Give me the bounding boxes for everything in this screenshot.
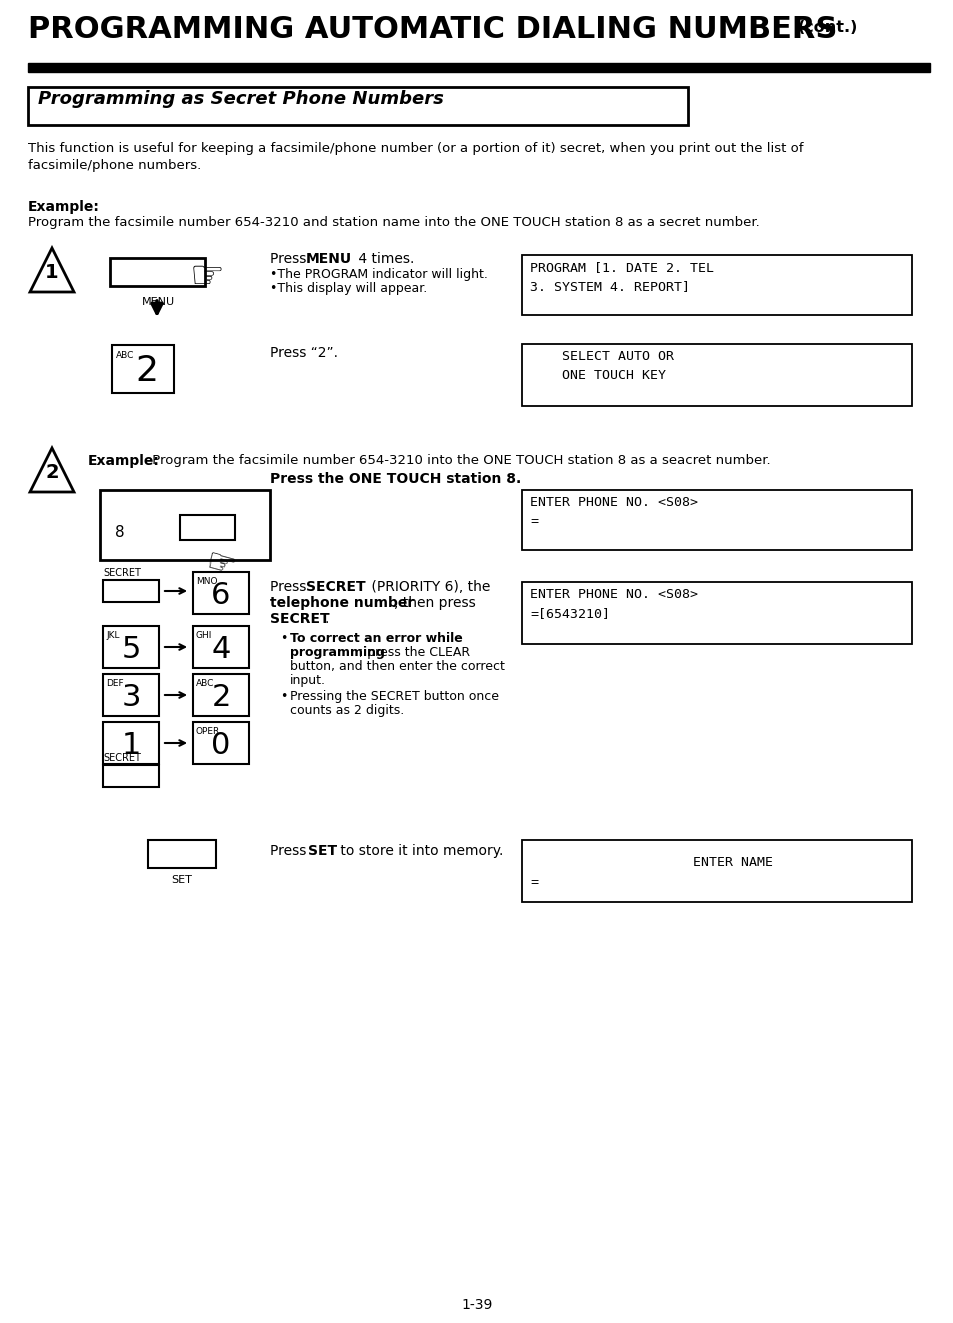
Bar — [193, 572, 249, 614]
Text: 2: 2 — [135, 355, 158, 388]
Text: ENTER PHONE NO. <S08>
=: ENTER PHONE NO. <S08> = — [530, 496, 698, 528]
Text: button, and then enter the correct: button, and then enter the correct — [290, 660, 504, 673]
Text: Program the facsimile number 654-3210 into the ONE TOUCH station 8 as a seacret : Program the facsimile number 654-3210 in… — [148, 454, 770, 467]
Text: Example:: Example: — [28, 200, 100, 214]
Text: 1: 1 — [45, 262, 59, 282]
Text: SECRET: SECRET — [103, 753, 141, 763]
Bar — [110, 258, 205, 286]
Text: •: • — [280, 632, 287, 646]
Bar — [103, 579, 159, 602]
Text: ☞: ☞ — [190, 258, 225, 296]
Bar — [28, 64, 929, 71]
Bar — [193, 626, 249, 668]
Text: This function is useful for keeping a facsimile/phone number (or a portion of it: This function is useful for keeping a fa… — [28, 142, 802, 172]
Text: (PRIORITY 6), the: (PRIORITY 6), the — [367, 579, 490, 594]
Text: 3: 3 — [121, 683, 141, 712]
Text: JKL: JKL — [106, 631, 119, 640]
Text: counts as 2 digits.: counts as 2 digits. — [290, 704, 404, 717]
Text: .: . — [325, 613, 329, 626]
Text: OPER: OPER — [195, 728, 220, 736]
Text: PROGRAM [1. DATE 2. TEL
3. SYSTEM 4. REPORT]: PROGRAM [1. DATE 2. TEL 3. SYSTEM 4. REP… — [530, 261, 713, 292]
Text: programming: programming — [290, 646, 384, 659]
Text: Press: Press — [270, 844, 311, 859]
Text: , then press: , then press — [394, 595, 476, 610]
Text: 1-39: 1-39 — [461, 1298, 492, 1312]
Bar — [521, 255, 911, 315]
Text: Press: Press — [270, 251, 311, 266]
Text: To correct an error while: To correct an error while — [290, 632, 462, 646]
Bar — [100, 490, 270, 560]
Text: 5: 5 — [121, 635, 140, 664]
Bar — [112, 345, 173, 393]
Text: ENTER NAME: ENTER NAME — [660, 856, 772, 869]
Text: 4: 4 — [212, 635, 231, 664]
Text: Press “2”.: Press “2”. — [270, 347, 337, 360]
Text: to store it into memory.: to store it into memory. — [335, 844, 503, 859]
Text: input.: input. — [290, 673, 326, 687]
Text: •This display will appear.: •This display will appear. — [270, 282, 427, 295]
Text: Press the ONE TOUCH station 8.: Press the ONE TOUCH station 8. — [270, 472, 520, 486]
Bar — [193, 673, 249, 716]
Text: ☞: ☞ — [201, 545, 238, 585]
Bar — [521, 582, 911, 644]
Text: 2: 2 — [45, 463, 59, 482]
Bar — [193, 722, 249, 763]
Bar — [28, 87, 687, 124]
Text: •The PROGRAM indicator will light.: •The PROGRAM indicator will light. — [270, 269, 487, 280]
Text: DEF: DEF — [106, 679, 124, 688]
Bar — [521, 840, 911, 902]
Text: SET: SET — [172, 875, 193, 885]
Text: MNO: MNO — [195, 577, 217, 586]
Text: (cont.): (cont.) — [797, 20, 858, 34]
Bar — [103, 722, 159, 763]
Bar — [148, 840, 215, 868]
Text: Pressing the SECRET button once: Pressing the SECRET button once — [290, 691, 498, 703]
Text: telephone number: telephone number — [270, 595, 414, 610]
Text: 6: 6 — [212, 581, 231, 610]
Text: MENU: MENU — [141, 296, 174, 307]
Bar — [103, 626, 159, 668]
Bar — [103, 765, 159, 787]
Bar — [521, 344, 911, 406]
Text: •: • — [280, 691, 287, 703]
Bar — [103, 673, 159, 716]
Text: Programming as Secret Phone Numbers: Programming as Secret Phone Numbers — [38, 90, 443, 108]
Text: SET: SET — [308, 844, 336, 859]
Text: GHI: GHI — [195, 631, 213, 640]
Text: 4 times.: 4 times. — [354, 251, 414, 266]
Text: ABC: ABC — [116, 351, 134, 360]
Text: 1: 1 — [121, 730, 140, 759]
Text: 2: 2 — [212, 683, 231, 712]
Text: ENTER PHONE NO. <S08>
=[6543210]: ENTER PHONE NO. <S08> =[6543210] — [530, 587, 698, 620]
Text: SECRET: SECRET — [270, 613, 330, 626]
Text: =: = — [530, 876, 537, 889]
Bar — [180, 515, 234, 540]
Text: SECRET: SECRET — [103, 568, 141, 578]
Bar — [521, 490, 911, 550]
Text: ; press the CLEAR: ; press the CLEAR — [358, 646, 470, 659]
Text: ABC: ABC — [195, 679, 214, 688]
Text: SECRET: SECRET — [306, 579, 365, 594]
Text: 8: 8 — [115, 525, 125, 540]
Text: MENU: MENU — [306, 251, 352, 266]
Text: PROGRAMMING AUTOMATIC DIALING NUMBERS: PROGRAMMING AUTOMATIC DIALING NUMBERS — [28, 15, 837, 44]
Text: 0: 0 — [212, 730, 231, 759]
Text: Press: Press — [270, 579, 311, 594]
Text: Program the facsimile number 654-3210 and station name into the ONE TOUCH statio: Program the facsimile number 654-3210 an… — [28, 216, 759, 229]
Text: Example:: Example: — [88, 454, 160, 468]
Text: SELECT AUTO OR
    ONE TOUCH KEY: SELECT AUTO OR ONE TOUCH KEY — [530, 351, 673, 382]
